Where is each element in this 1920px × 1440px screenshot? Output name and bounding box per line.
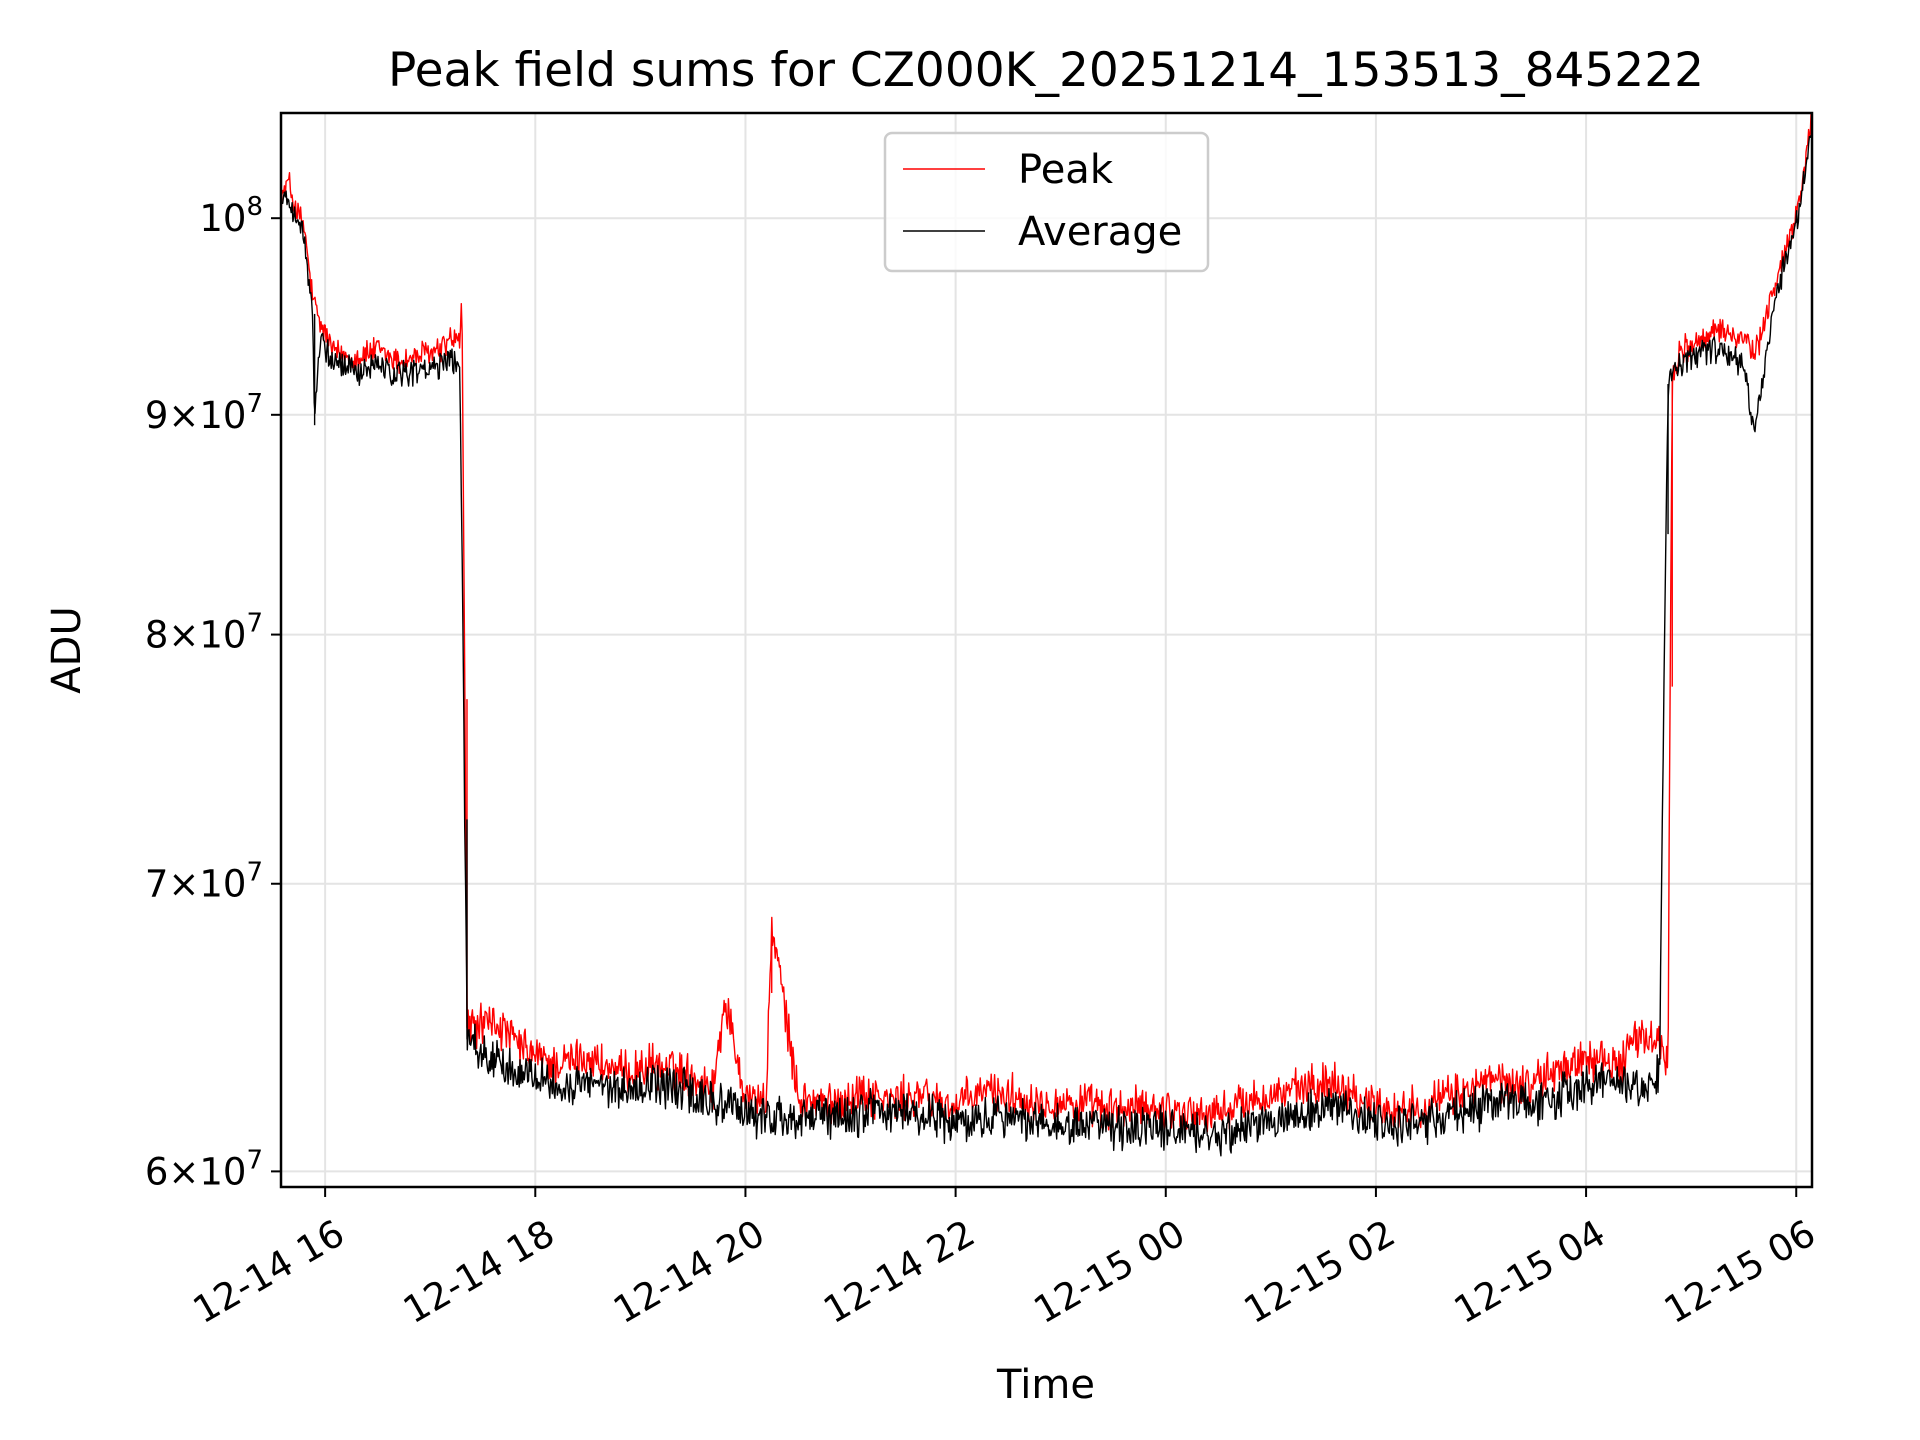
legend-label-average: Average [1018, 209, 1182, 255]
x-axis-label: Time [996, 1362, 1095, 1408]
series-line-peak [281, 113, 1812, 1137]
x-tick-label: 12-14 16 [186, 1212, 352, 1332]
chart-title: Peak field sums for CZ000K_20251214_1535… [388, 43, 1704, 98]
y-axis-label: ADU [44, 606, 90, 693]
x-tick-label: 12-15 06 [1657, 1212, 1823, 1332]
legend-box [883, 131, 1210, 273]
x-tick-label: 12-14 22 [816, 1212, 982, 1332]
series-layer [281, 113, 1812, 1157]
x-tick-label: 12-14 20 [606, 1212, 772, 1332]
plot-frame [279, 111, 1814, 1189]
legend-label-peak: Peak [1018, 147, 1114, 193]
x-tick-label: 12-15 04 [1447, 1212, 1613, 1332]
x-tick-label: 12-15 00 [1027, 1212, 1193, 1332]
y-tick-label: 8×107 [145, 609, 263, 657]
x-axis-ticks: 12-14 16 12-14 18 12-14 20 12-14 22 12-15 00… [186, 1187, 1823, 1332]
y-tick-label: 7×107 [145, 858, 263, 906]
y-tick-label: 6×107 [145, 1145, 263, 1193]
x-tick-label: 12-15 02 [1237, 1212, 1403, 1332]
y-tick-label: 108 [199, 192, 263, 240]
series-line-average [281, 134, 1812, 1157]
y-tick-label: 9×107 [145, 389, 263, 437]
y-axis-ticks: 6×107 7×107 8×107 9×107 108 [145, 192, 281, 1193]
legend: Peak Average [883, 131, 1210, 273]
x-tick-label: 12-14 18 [396, 1212, 562, 1332]
